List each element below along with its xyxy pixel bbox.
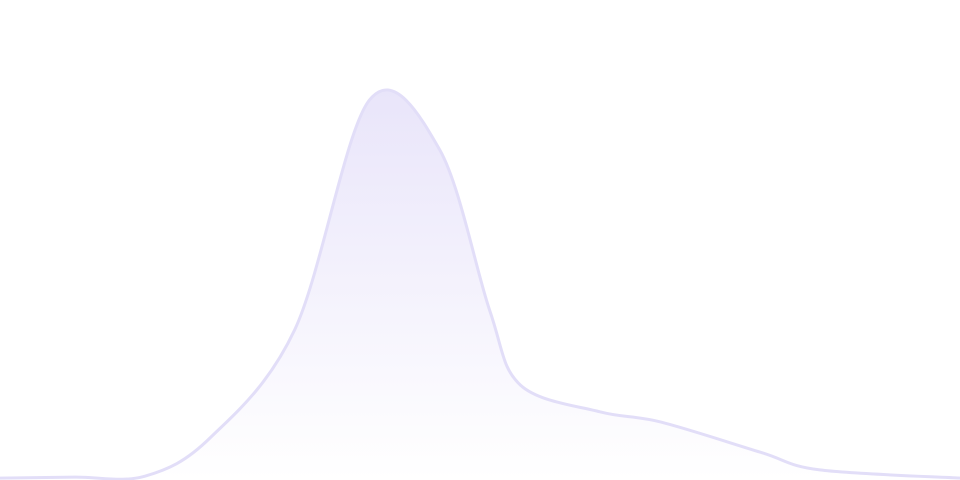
series-line — [0, 88, 960, 480]
area-fill — [0, 89, 960, 480]
